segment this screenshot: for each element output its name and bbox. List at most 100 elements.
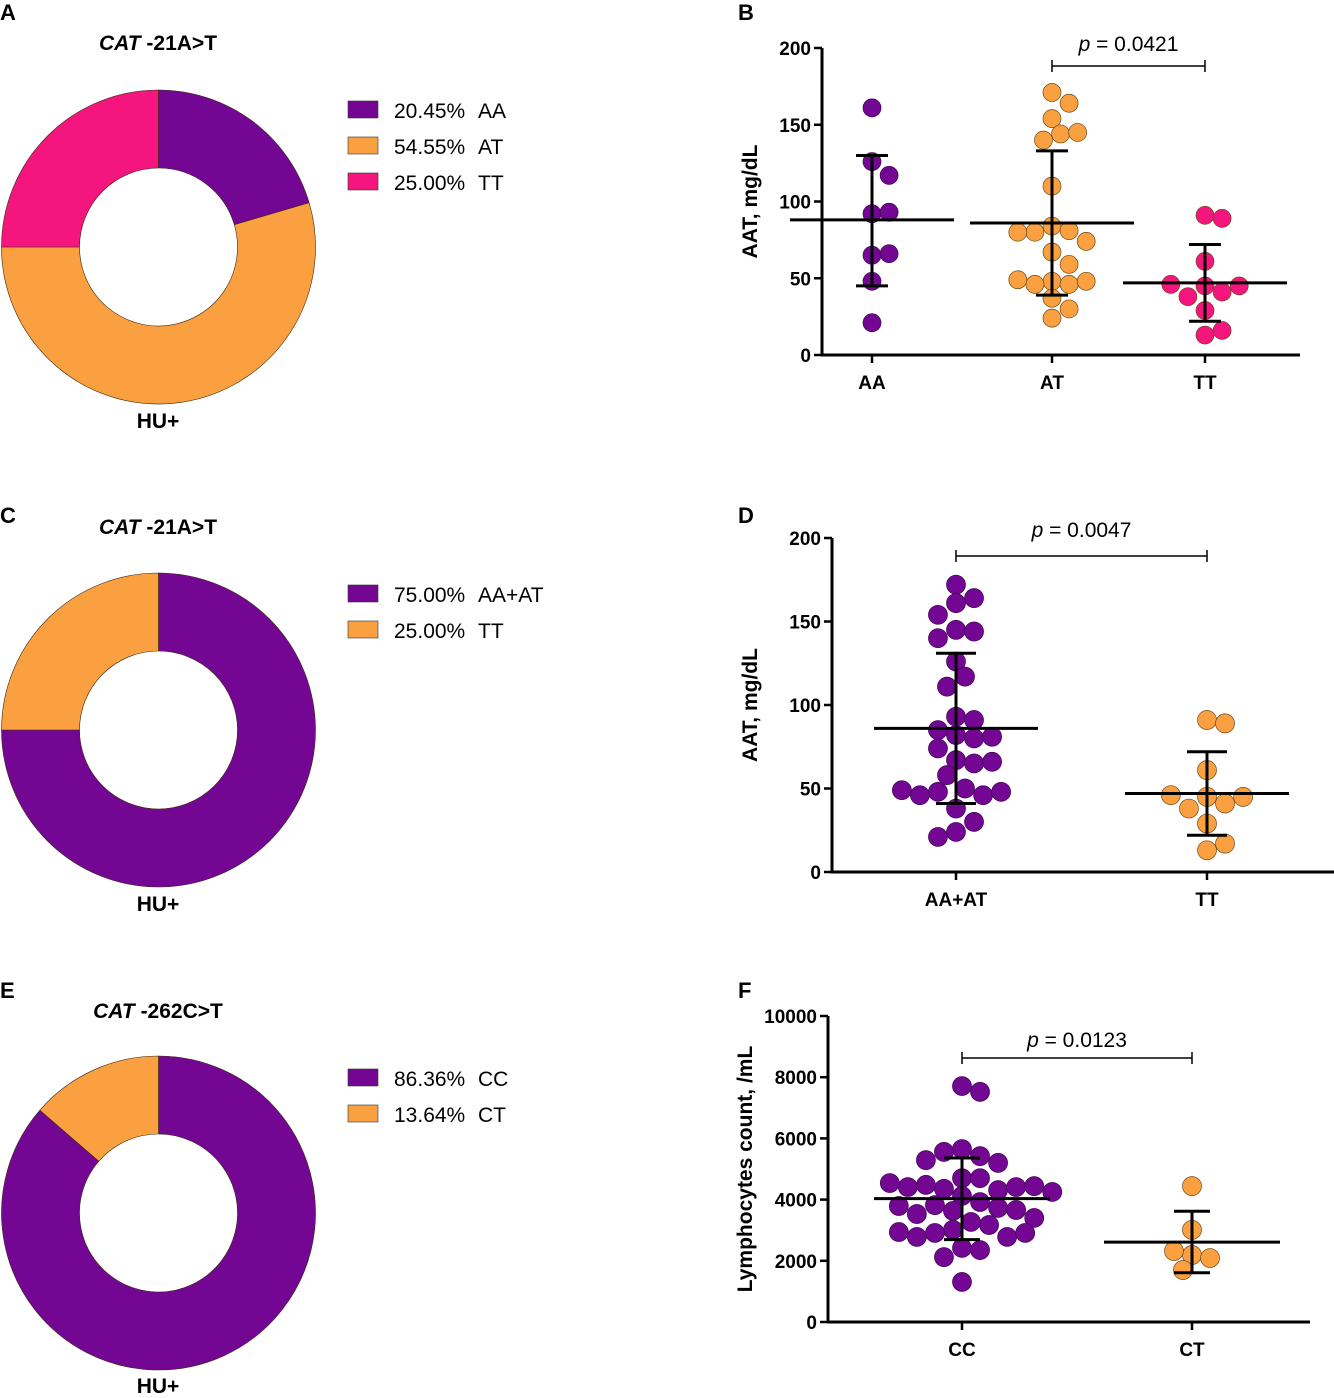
data-point xyxy=(910,785,930,806)
y-axis-title: Lymphocytes count, /mL xyxy=(734,1046,757,1293)
p-value-label: p = 0.0421 xyxy=(1078,33,1179,56)
data-point xyxy=(916,1150,936,1170)
data-point xyxy=(952,1272,972,1292)
data-point xyxy=(970,1082,990,1102)
data-point xyxy=(979,1215,999,1235)
legend-item: 13.64% CT xyxy=(347,1104,506,1127)
data-point xyxy=(934,1179,954,1199)
data-point xyxy=(1008,222,1028,242)
data-point xyxy=(1034,130,1053,150)
data-point xyxy=(891,780,912,801)
legend-swatch xyxy=(347,1104,379,1123)
legend-swatch xyxy=(347,1068,379,1087)
panel-a: A CAT -21A>T 20.45% AA 54.55% AT 25.00% TT HU… xyxy=(0,0,506,433)
data-point xyxy=(925,1223,945,1243)
data-point xyxy=(991,781,1011,802)
data-point xyxy=(943,1201,963,1221)
mean-sd-cc xyxy=(874,1156,1050,1242)
pie-slice-aa-at xyxy=(1,572,316,888)
data-point xyxy=(862,313,882,333)
legend-swatch xyxy=(347,620,379,639)
p-value-label: p = 0.0123 xyxy=(1026,1029,1127,1052)
data-point xyxy=(988,1180,1008,1200)
legend-item: 25.00% TT xyxy=(347,620,504,643)
x-tick-label: AA+AT xyxy=(925,890,988,911)
x-tick-label: AA xyxy=(858,373,886,394)
data-point xyxy=(897,1177,918,1197)
pie-title-a: CAT -21A>T xyxy=(99,32,217,55)
legend-swatch xyxy=(347,584,379,603)
data-point xyxy=(1215,713,1235,734)
data-point xyxy=(1173,1260,1193,1280)
data-point xyxy=(1182,1176,1202,1196)
data-point xyxy=(1042,83,1062,102)
legend-a: 20.45% AA 54.55% AT 25.00% TT xyxy=(347,100,506,195)
legend-percent: 25.00% xyxy=(394,620,465,643)
data-point xyxy=(1042,1182,1063,1202)
panel-d: D 0 50 100 150 200 AAT, mg/dL AA+AT TT p = 0.004… xyxy=(738,503,1334,911)
data-point xyxy=(1195,205,1215,225)
data-point xyxy=(1215,793,1235,814)
data-point xyxy=(1059,299,1079,319)
legend-label: CC xyxy=(478,1068,508,1091)
y-tick-label: 4000 xyxy=(775,1191,817,1212)
legend-swatch xyxy=(347,100,379,119)
data-point xyxy=(997,1227,1017,1247)
data-point xyxy=(916,1175,936,1195)
data-point xyxy=(1233,786,1253,807)
data-point xyxy=(1212,282,1232,302)
p-value-label: p = 0.0047 xyxy=(1031,519,1132,542)
y-tick-label: 150 xyxy=(789,613,821,634)
x-tick-label: CT xyxy=(1179,1340,1205,1361)
group-label-c: HU+ xyxy=(137,893,180,916)
legend-item: 25.00% TT xyxy=(347,172,504,195)
data-point xyxy=(964,621,984,642)
data-point xyxy=(1059,93,1079,113)
data-point xyxy=(946,822,966,842)
mean-sd-at xyxy=(970,149,1134,297)
data-point xyxy=(1212,321,1232,340)
data-point xyxy=(1024,1176,1045,1196)
data-point xyxy=(961,1212,981,1232)
p-value: = 0.0123 xyxy=(1039,1029,1127,1052)
data-point xyxy=(1025,275,1045,294)
panel-letter-e: E xyxy=(0,978,15,1003)
donut-chart-a xyxy=(1,89,316,405)
data-point xyxy=(907,1204,927,1224)
x-tick-label: TT xyxy=(1193,373,1217,394)
data-point xyxy=(879,1173,900,1193)
pie-slice-aa xyxy=(158,89,310,226)
p-symbol: p xyxy=(1078,33,1091,56)
panel-letter-f: F xyxy=(738,978,751,1003)
data-point xyxy=(1042,308,1062,328)
panel-letter-c: C xyxy=(0,503,16,528)
legend-swatch xyxy=(347,136,379,155)
data-point xyxy=(1068,123,1088,142)
p-symbol: p xyxy=(1026,1029,1039,1052)
y-tick-label: 0 xyxy=(810,863,821,884)
donut-chart-c xyxy=(1,572,316,888)
group-label-e: HU+ xyxy=(137,1375,180,1398)
data-point xyxy=(988,1198,1008,1218)
data-point xyxy=(1042,109,1062,128)
y-axis-title: AAT, mg/dL xyxy=(739,648,762,762)
data-point xyxy=(1161,785,1181,806)
data-point xyxy=(964,812,984,832)
legend-item: 54.55% AT xyxy=(347,136,503,159)
panel-letter-a: A xyxy=(0,0,16,25)
data-point xyxy=(925,1195,945,1215)
pie-title-e: CAT -262C>T xyxy=(93,1000,223,1023)
y-tick-label: 2000 xyxy=(775,1252,817,1273)
dot-plot-b: 0 50 100 150 200 AAT, mg/dL AA AT TT p = 0.0421 xyxy=(739,33,1300,394)
data-point xyxy=(888,1222,909,1242)
data-point xyxy=(964,710,984,730)
y-tick-label: 100 xyxy=(789,696,821,717)
data-point xyxy=(955,666,975,687)
data-point xyxy=(862,98,882,118)
data-point xyxy=(1229,276,1249,296)
pie-title-c: CAT -21A>T xyxy=(99,516,217,539)
y-tick-label: 150 xyxy=(779,116,811,137)
pie-slice-at xyxy=(1,202,316,405)
data-point xyxy=(970,1146,990,1166)
pie-slice-ct xyxy=(39,1055,159,1162)
